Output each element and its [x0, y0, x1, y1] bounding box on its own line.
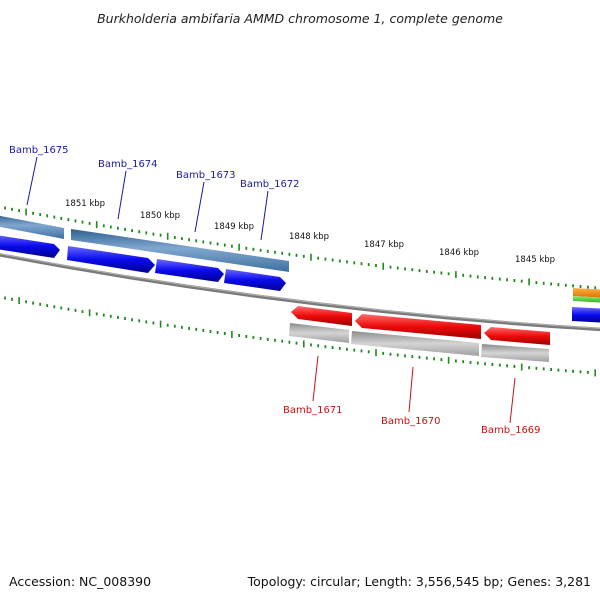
accession-text: Accession: NC_008390	[9, 574, 151, 589]
kbp-label: 1849 kbp	[214, 222, 254, 232]
gene-bar-bamb-1669[interactable]	[481, 344, 549, 362]
leader-bamb-1669	[509, 377, 516, 424]
leader-bamb-1674	[117, 170, 127, 220]
cds-arrow-bamb-1672[interactable]	[224, 269, 286, 291]
orange-feature[interactable]	[573, 288, 600, 298]
gene-label-bamb-1669[interactable]: Bamb_1669	[481, 425, 541, 436]
gene-label-bamb-1670[interactable]: Bamb_1670	[381, 416, 441, 427]
gene-label-bamb-1675[interactable]: Bamb_1675	[9, 145, 69, 156]
forward-cds-track	[0, 234, 286, 291]
gene-bar-bamb-1671[interactable]	[289, 323, 349, 343]
kbp-label: 1848 kbp	[289, 232, 329, 242]
leader-bamb-1670	[408, 366, 414, 413]
gene-label-bamb-1672[interactable]: Bamb_1672	[240, 179, 300, 190]
leader-bamb-1673	[194, 181, 205, 233]
chromosome-backbone	[0, 253, 600, 332]
reverse-gene-track	[289, 323, 549, 362]
cds-arrow-bamb-1670[interactable]	[355, 314, 481, 339]
gene-bar-bamb-1674-1672[interactable]	[71, 229, 289, 272]
scale-ticks-lower	[4, 296, 597, 377]
reverse-gene-labels: Bamb_1671 Bamb_1670 Bamb_1669	[283, 405, 541, 436]
cds-arrow-bamb-1675[interactable]	[0, 234, 60, 258]
cds-arrow-bamb-1674[interactable]	[67, 246, 155, 273]
cds-arrow-bamb-1669[interactable]	[484, 327, 550, 345]
kbp-label: 1846 kbp	[439, 248, 479, 258]
genome-summary-text: Topology: circular; Length: 3,556,545 bp…	[247, 574, 591, 589]
kbp-label: 1850 kbp	[140, 211, 180, 221]
leader-bamb-1671	[312, 355, 319, 402]
cds-arrow-bamb-1671[interactable]	[291, 306, 352, 326]
reverse-cds-track	[291, 306, 550, 345]
gene-label-bamb-1673[interactable]: Bamb_1673	[176, 170, 236, 181]
leader-bamb-1672	[260, 190, 269, 241]
leader-bamb-1675	[26, 156, 38, 206]
cds-arrow-right-edge[interactable]	[572, 307, 600, 323]
gene-bar-bamb-1675[interactable]	[0, 214, 64, 239]
map-title: Burkholderia ambifaria AMMD chromosome 1…	[97, 11, 503, 26]
right-edge-features	[572, 288, 600, 323]
cds-arrow-bamb-1673[interactable]	[155, 259, 224, 282]
kbp-label: 1845 kbp	[515, 255, 555, 265]
forward-leader-lines	[26, 156, 269, 241]
kbp-label: 1851 kbp	[65, 199, 105, 209]
kbp-labels: 1851 kbp 1850 kbp 1849 kbp 1848 kbp 1847…	[65, 199, 555, 265]
kbp-label: 1847 kbp	[364, 240, 404, 250]
reverse-leader-lines	[312, 355, 516, 424]
gene-label-bamb-1671[interactable]: Bamb_1671	[283, 405, 343, 416]
forward-gene-track	[0, 214, 289, 272]
green-feature[interactable]	[573, 296, 600, 303]
scale-ticks-upper	[4, 206, 597, 290]
gene-label-bamb-1674[interactable]: Bamb_1674	[98, 159, 158, 170]
gene-bar-bamb-1670[interactable]	[351, 331, 479, 356]
forward-gene-labels: Bamb_1675 Bamb_1674 Bamb_1673 Bamb_1672	[9, 145, 300, 190]
chromosome-backbone-highlight	[0, 253, 600, 329]
